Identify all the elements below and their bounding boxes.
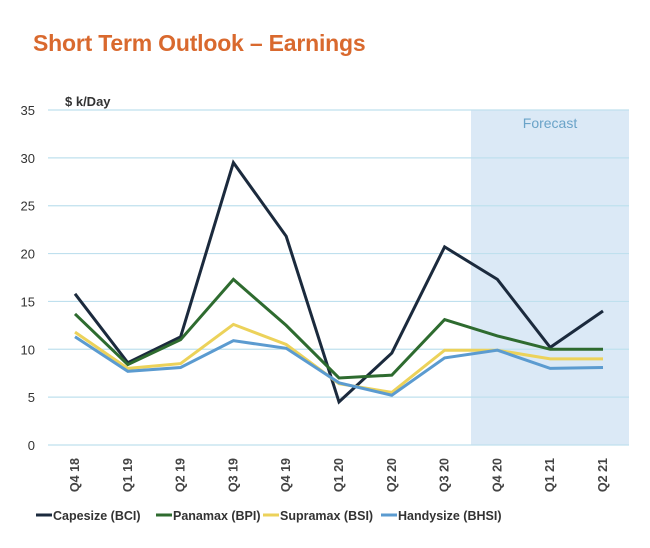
y-axis-ticks: 0 5 10 15 20 25 30 35 (21, 103, 35, 453)
legend-label: Panamax (BPI) (173, 509, 261, 523)
x-tick-label: Q3 19 (226, 458, 240, 492)
legend-label: Capesize (BCI) (53, 509, 141, 523)
series-line-capesize (73, 159, 604, 405)
x-tick-label: Q2 19 (174, 458, 188, 492)
x-tick-label: Q2 21 (596, 458, 610, 492)
forecast-region: Forecast (471, 110, 629, 445)
gridlines (48, 109, 629, 446)
y-tick-label: 5 (28, 390, 35, 405)
legend-label: Supramax (BSI) (280, 509, 373, 523)
x-tick-label: Q1 21 (543, 458, 557, 492)
forecast-label: Forecast (523, 115, 578, 131)
y-tick-label: 20 (21, 247, 35, 262)
x-tick-label: Q4 19 (279, 458, 293, 492)
x-axis-ticks: Q4 18 Q1 19 Q2 19 Q3 19 Q4 19 Q1 20 Q2 20 Q3 20… (68, 458, 610, 492)
y-tick-label: 10 (21, 342, 35, 357)
x-tick-label: Q3 20 (438, 458, 452, 492)
y-tick-label: 15 (21, 294, 35, 309)
x-tick-label: Q2 20 (385, 458, 399, 492)
x-tick-label: Q4 20 (490, 458, 504, 492)
legend: Capesize (BCI) Panamax (BPI) Supramax (BSI… (36, 509, 502, 523)
legend-item: Panamax (BPI) (156, 509, 261, 523)
y-tick-label: 35 (21, 103, 35, 118)
x-tick-label: Q1 19 (121, 458, 135, 492)
legend-item: Capesize (BCI) (36, 509, 141, 523)
x-tick-label: Q1 20 (332, 458, 346, 492)
series-line-handysize (74, 335, 604, 397)
legend-item: Supramax (BSI) (263, 509, 373, 523)
y-tick-label: 25 (21, 199, 35, 214)
x-tick-label: Q4 18 (68, 458, 82, 492)
series-line-panamax (73, 277, 603, 380)
y-axis-label: $ k/Day (65, 94, 111, 109)
legend-label: Handysize (BHSI) (398, 509, 502, 523)
y-tick-label: 30 (21, 151, 35, 166)
forecast-band (471, 110, 629, 445)
legend-item: Handysize (BHSI) (381, 509, 502, 523)
y-tick-label: 0 (28, 438, 35, 453)
series-lines (73, 159, 604, 405)
chart-title: Short Term Outlook – Earnings (33, 30, 366, 56)
